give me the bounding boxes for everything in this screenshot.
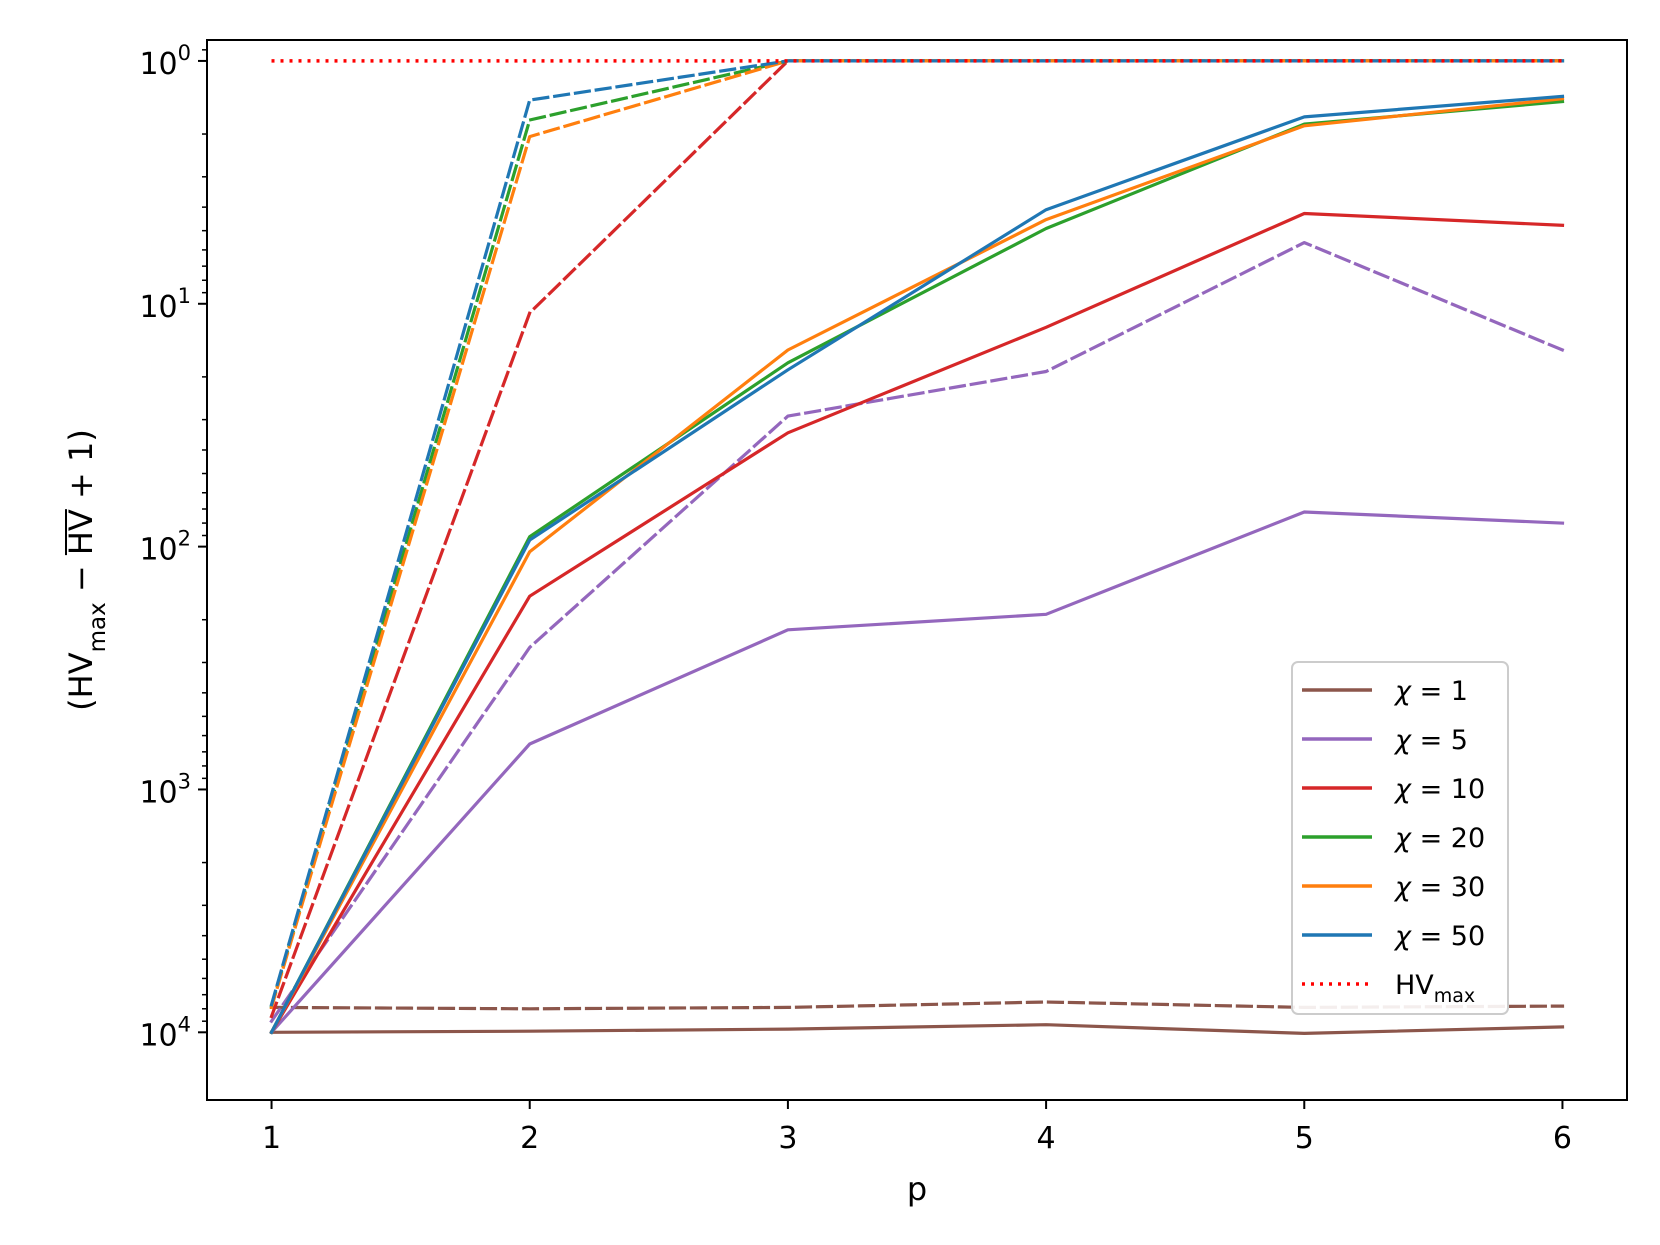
series-line-5 — [269, 510, 1565, 1035]
legend-label: χ = 5 — [1393, 725, 1468, 756]
legend-label: χ = 1 — [1393, 676, 1468, 707]
y-axis-title-close: + 1) — [62, 429, 100, 509]
series-line-5-dashed — [269, 241, 1565, 1024]
legend-item-hvmax: HVmax — [1302, 970, 1475, 1007]
y-axis-title-text: (HVmax − HV + 1) — [62, 429, 111, 711]
series-line-30 — [269, 96, 1565, 1035]
series-line-10 — [269, 211, 1565, 1035]
x-tick-label: 4 — [1037, 1121, 1056, 1156]
series-line-1 — [269, 1023, 1565, 1036]
y-axis: 100 101 102 103 104 — [139, 41, 207, 1053]
y-axis-title-subscript: max — [85, 602, 111, 652]
legend-item-10: χ = 10 — [1302, 774, 1485, 805]
y-tick-label: 103 — [139, 769, 191, 810]
legend-label: χ = 20 — [1393, 823, 1485, 854]
y-tick-label: 101 — [139, 284, 191, 325]
legend: χ = 1 χ = 5 χ = 10 χ = 20 χ = 30 χ = 50 HVmax — [1291, 661, 1509, 1015]
y-tick-label: 102 — [139, 527, 191, 568]
legend-item-1: χ = 1 — [1302, 676, 1468, 707]
x-tick-label: 2 — [520, 1121, 539, 1156]
series-line-50-dashed — [269, 59, 1565, 1007]
legend-label: χ = 30 — [1393, 872, 1485, 903]
legend-label: χ = 50 — [1393, 921, 1485, 952]
series-layer — [269, 59, 1565, 1036]
plot-frame — [206, 39, 1628, 1101]
legend-item-20: χ = 20 — [1302, 823, 1485, 854]
x-axis: 1 2 3 4 5 6 — [262, 1100, 1572, 1156]
y-tick-label: 100 — [139, 41, 191, 82]
legend-box — [1291, 661, 1509, 1015]
x-tick-label: 5 — [1295, 1121, 1314, 1156]
legend-item-30: χ = 30 — [1302, 872, 1485, 903]
x-tick-label: 3 — [778, 1121, 797, 1156]
x-axis-title: p — [907, 1170, 927, 1208]
y-tick-label: 104 — [139, 1012, 191, 1053]
y-axis-title-open: (HV — [62, 652, 100, 711]
y-axis-title-mean: HV — [62, 509, 100, 555]
y-axis-title-mid: − — [62, 555, 100, 602]
legend-item-50: χ = 50 — [1302, 921, 1485, 952]
legend-label: χ = 10 — [1393, 774, 1485, 805]
legend-label: HVmax — [1395, 970, 1475, 1007]
series-line-50 — [269, 94, 1565, 1035]
x-tick-label: 1 — [262, 1121, 281, 1156]
y-axis-title: (HVmax − HV + 1) — [62, 429, 111, 711]
x-tick-label: 6 — [1553, 1121, 1572, 1156]
legend-item-5: χ = 5 — [1302, 725, 1468, 756]
